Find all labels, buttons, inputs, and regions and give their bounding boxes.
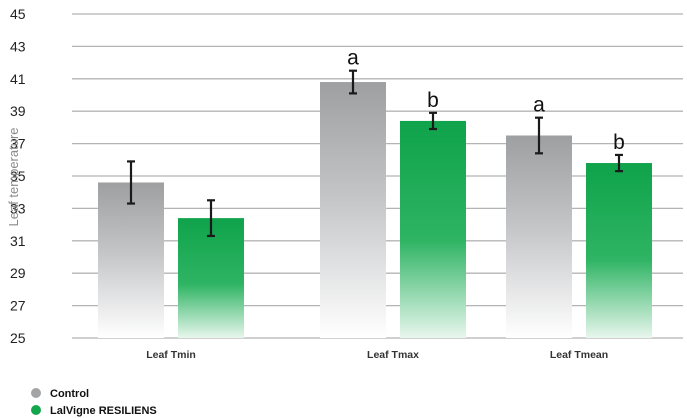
- significance-letters: a b a b: [347, 47, 625, 154]
- category-label: Leaf Tmax: [367, 349, 419, 361]
- bar: [98, 182, 164, 338]
- y-tick-labels: 25 27 29 31 33 35 37 39 41 43 45: [10, 6, 26, 346]
- bar: [400, 120, 466, 338]
- significance-letter: b: [427, 89, 439, 112]
- y-tick-label: 33: [10, 200, 26, 216]
- category-labels: Leaf Tmin Leaf Tmax Leaf Tmean: [146, 349, 608, 361]
- y-tick-label: 41: [10, 71, 26, 87]
- y-tick-label: 25: [10, 330, 26, 346]
- legend: Control LalVigne RESILIENS: [31, 388, 157, 417]
- y-tick-label: 35: [10, 168, 26, 184]
- category-label: Leaf Tmean: [550, 349, 608, 361]
- legend-swatch-resiliens: [31, 405, 41, 415]
- y-axis-label: Leaf temperature: [6, 127, 21, 226]
- bar: [178, 218, 244, 338]
- bar: [506, 135, 572, 338]
- bar: [586, 163, 652, 338]
- y-tick-label: 37: [10, 136, 26, 152]
- y-tick-label: 43: [10, 38, 26, 54]
- bar: [320, 82, 386, 338]
- legend-label-resiliens: LalVigne RESILIENS: [50, 405, 157, 417]
- error-bars: [127, 69, 623, 238]
- significance-letter: a: [347, 47, 359, 70]
- legend-label-control: Control: [50, 388, 89, 400]
- significance-letter: a: [533, 94, 545, 117]
- category-label: Leaf Tmin: [146, 349, 196, 361]
- y-tick-label: 31: [10, 233, 26, 249]
- y-tick-label: 29: [10, 265, 26, 281]
- significance-letter: b: [613, 131, 625, 154]
- legend-item-control: Control: [31, 388, 89, 400]
- legend-swatch-control: [31, 388, 41, 398]
- y-tick-label: 45: [10, 6, 26, 22]
- legend-item-resiliens: LalVigne RESILIENS: [31, 405, 157, 417]
- bars: [98, 82, 652, 338]
- y-tick-label: 39: [10, 103, 26, 119]
- y-tick-label: 27: [10, 298, 26, 314]
